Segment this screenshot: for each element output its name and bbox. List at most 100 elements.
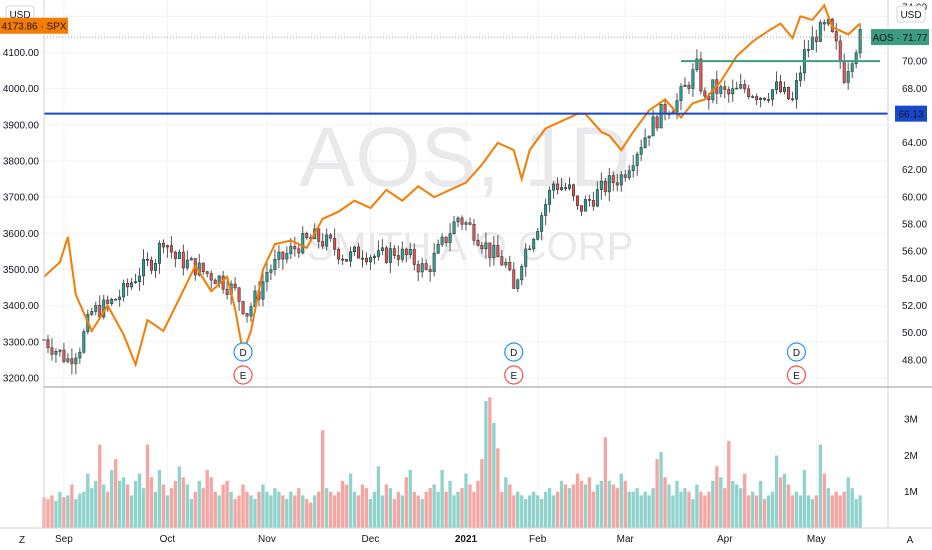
volume-bar <box>344 484 349 528</box>
candle-body <box>571 184 575 197</box>
candle-body <box>70 358 74 365</box>
volume-bar <box>380 495 385 528</box>
volume-bar <box>790 495 795 528</box>
volume-bar <box>615 488 619 528</box>
candle <box>659 103 663 129</box>
candle <box>50 338 54 361</box>
right-currency-box[interactable] <box>896 5 926 23</box>
volume-bar <box>50 495 54 528</box>
dividend-marker: D <box>504 342 524 362</box>
candle <box>583 195 587 212</box>
volume-bar <box>683 488 687 528</box>
candle <box>544 198 548 226</box>
volume-bar <box>356 495 361 528</box>
candle-body <box>532 239 536 250</box>
volume-bar <box>543 491 548 528</box>
left-axis-tick: 3900.00 <box>3 120 40 131</box>
volume-axis: 1M 2M 3M <box>904 415 918 499</box>
volume-bar <box>794 491 799 528</box>
candle <box>492 235 496 266</box>
candle-body <box>460 217 464 225</box>
volume-bar <box>579 480 584 528</box>
spx-comparison-line <box>43 3 861 368</box>
volume-bar <box>707 491 711 528</box>
candle <box>209 270 213 289</box>
volume-bar <box>432 484 436 528</box>
volume-bar <box>659 451 663 528</box>
candle-body <box>552 183 556 191</box>
time-axis-label: May <box>807 534 826 545</box>
volume-bar <box>810 498 815 528</box>
candle-body <box>687 84 691 89</box>
dividend-marker: D <box>786 342 807 362</box>
volume-bar <box>317 491 321 528</box>
volume-bar <box>846 477 850 528</box>
candle-body <box>779 81 783 92</box>
watermark-symbol: AOS, 1D <box>299 110 630 204</box>
event-markers[interactable]: D E D E D E <box>233 342 807 385</box>
volume-bar <box>281 495 285 528</box>
volume-bar <box>830 495 834 528</box>
earnings-marker: E <box>786 365 807 385</box>
candle <box>400 241 404 263</box>
candle-body <box>488 242 492 258</box>
candle-body <box>838 40 842 62</box>
volume-bar <box>428 488 432 528</box>
spx-price-label: 4173.86 · SPX <box>1 22 66 33</box>
candle-body <box>560 187 564 190</box>
drawn-lines[interactable] <box>44 36 888 115</box>
volume-bar <box>209 477 213 528</box>
candle-body <box>62 349 66 362</box>
candle <box>683 77 687 87</box>
zoom-toggle-icon[interactable]: Z <box>19 535 25 546</box>
candle <box>237 286 241 311</box>
volume-bar <box>746 495 751 528</box>
volume-bar <box>675 480 679 528</box>
candle-body <box>221 275 225 290</box>
volume-bar <box>806 495 811 528</box>
candle-body <box>384 247 388 263</box>
candle <box>472 219 476 246</box>
candle-body <box>782 86 786 92</box>
auto-scale-icon[interactable]: A <box>907 535 914 546</box>
right-axis-tick: 68.00 <box>902 84 927 95</box>
candle <box>444 236 448 247</box>
candle-body <box>372 256 376 258</box>
volume-bar <box>145 444 150 528</box>
right-axis-tick: 58.00 <box>902 220 927 231</box>
candle <box>380 239 384 256</box>
volume-bar <box>46 498 50 528</box>
volume-bar <box>587 477 592 528</box>
candle-body <box>520 266 524 281</box>
volume-bar <box>110 469 114 528</box>
candle-body <box>297 248 301 254</box>
volume-bar <box>766 495 771 528</box>
candle <box>500 249 504 266</box>
candle-body <box>814 36 818 42</box>
volume-bar <box>169 488 174 528</box>
volume-bar <box>834 491 838 528</box>
volume-bar <box>528 495 532 528</box>
candle <box>368 255 372 270</box>
volume-bar <box>245 491 249 528</box>
candle-body <box>345 259 349 262</box>
volume-bar <box>217 495 221 528</box>
candle <box>396 245 400 267</box>
candle-body <box>440 236 444 245</box>
candle-body <box>281 251 285 260</box>
candle <box>165 244 169 258</box>
candle-body <box>627 170 631 178</box>
dividend-marker: D <box>233 342 253 362</box>
candle-body <box>233 283 237 289</box>
candle-body <box>412 248 416 265</box>
volume-bar <box>762 498 767 528</box>
candle <box>58 349 62 357</box>
volume-bar <box>149 477 154 528</box>
left-price-axis[interactable]: 3200.00 3300.00 3400.00 3500.00 3600.00 3700.… <box>3 48 40 385</box>
volume-bar <box>396 491 400 528</box>
candle <box>814 29 818 53</box>
time-axis[interactable]: Sep Oct Nov Dec 2021 Feb Mar Apr May <box>55 534 826 545</box>
volume-bar <box>157 469 162 528</box>
candle <box>524 243 528 277</box>
